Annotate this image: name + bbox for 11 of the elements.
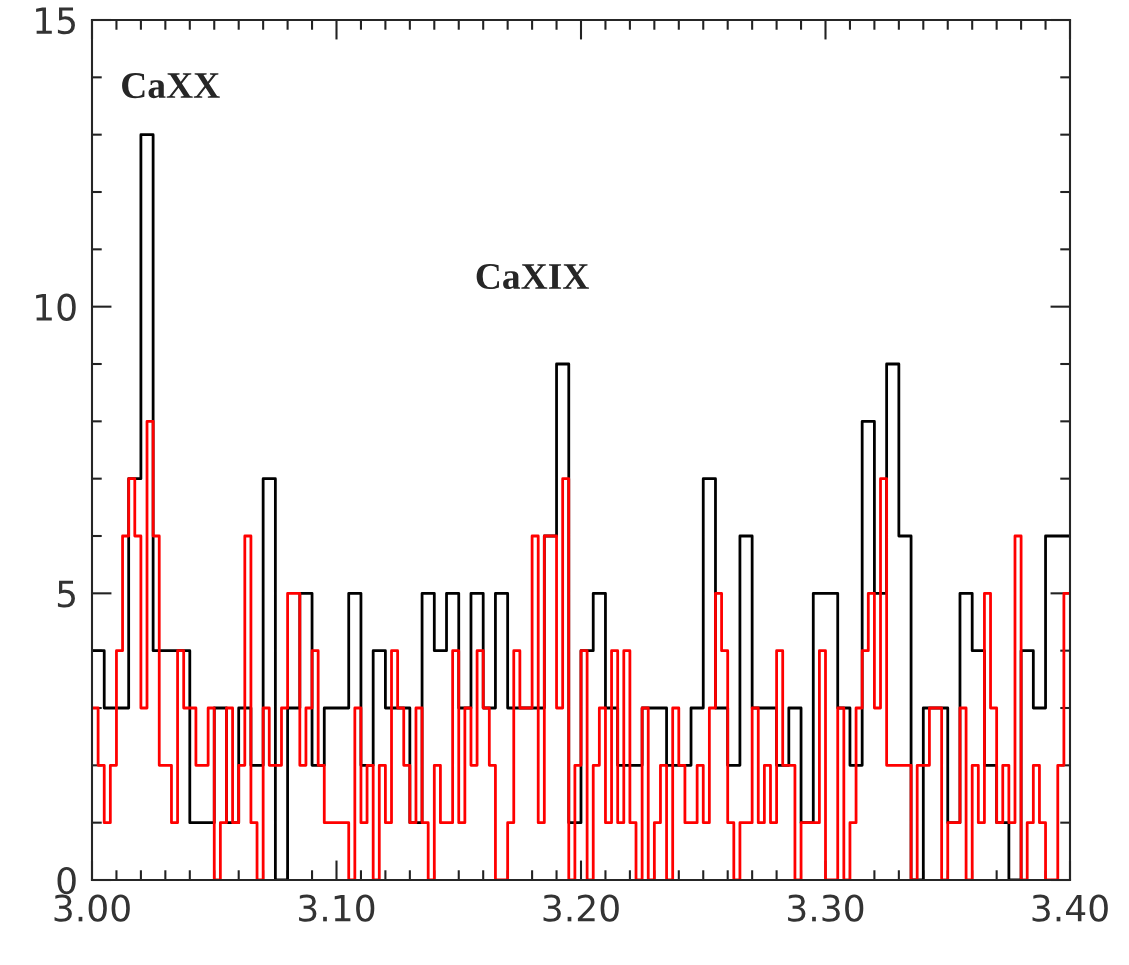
y-tick-label: 5 <box>57 580 75 608</box>
x-tick-label: 3.20 <box>543 894 619 922</box>
x-tick-label: 3.00 <box>54 894 130 922</box>
x-tick-label: 3.10 <box>299 894 375 922</box>
y-tick-label: 0 <box>57 866 76 895</box>
x-tick-label: 3.30 <box>788 894 864 922</box>
annotation: CaXX <box>122 72 220 99</box>
x-tick-label: 3.40 <box>1032 894 1108 922</box>
y-tick-label: 15 <box>36 7 75 35</box>
annotation: CaXIX <box>476 263 589 290</box>
y-tick-label: 10 <box>36 293 76 321</box>
